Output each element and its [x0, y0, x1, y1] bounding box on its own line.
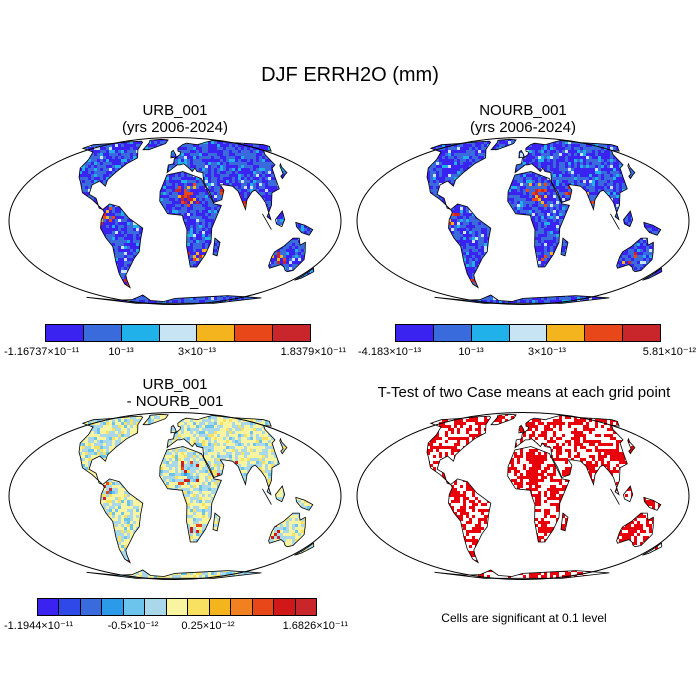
panel1-label-3: 3×10⁻¹³	[178, 345, 216, 358]
figure-title: DJF ERRH2O (mm)	[0, 64, 700, 87]
colorbar-swatch	[38, 599, 60, 615]
panel2-label-min: -4.183×10⁻¹³	[358, 345, 421, 358]
colorbar-swatch	[585, 325, 624, 341]
panel2-colorbar	[395, 324, 661, 342]
colorbar-swatch	[197, 325, 236, 341]
map-boundary	[356, 412, 690, 580]
land-field	[427, 414, 662, 579]
colorbar-swatch	[145, 599, 167, 615]
panel1-map	[8, 137, 342, 305]
colorbar-swatch	[80, 599, 103, 615]
colorbar-swatch	[547, 325, 586, 341]
panel1-colorbar	[45, 324, 311, 342]
colorbar-swatch	[433, 325, 472, 341]
panel4-map	[356, 412, 690, 580]
panel2-title-line1: NOURB_001	[358, 102, 688, 119]
colorbar-swatch	[166, 599, 189, 615]
panel3-label-min: -1.1944×10⁻¹¹	[4, 619, 73, 632]
colorbar-swatch	[209, 599, 232, 615]
map-boundary	[356, 137, 690, 305]
panel3-label-max: 1.6826×10⁻¹¹	[283, 619, 348, 632]
panel3-label-2: -0.5×10⁻¹²	[108, 619, 159, 632]
panel1-title-line2: (yrs 2006-2024)	[10, 119, 340, 136]
panel2-label-max: 5.81×10⁻¹²	[643, 345, 696, 358]
panel1-label-min: -1.16737×10⁻¹¹	[4, 345, 79, 358]
colorbar-swatch	[252, 599, 275, 615]
colorbar-swatch	[102, 599, 124, 615]
colorbar-swatch	[295, 599, 317, 615]
panel1-label-2: 10⁻¹³	[108, 345, 133, 358]
land-field	[79, 414, 314, 579]
panel3-title-line2: - NOURB_001	[10, 393, 340, 410]
panel2-title: NOURB_001 (yrs 2006-2024)	[358, 102, 688, 136]
panel1-title: URB_001 (yrs 2006-2024)	[10, 102, 340, 136]
colorbar-swatch	[274, 599, 296, 615]
panel1-label-max: 1.8379×10⁻¹¹	[281, 345, 346, 358]
map-boundary	[8, 412, 342, 580]
panel3-map	[8, 412, 342, 580]
panel2-map	[356, 137, 690, 305]
coastlines	[78, 138, 315, 304]
colorbar-swatch	[46, 325, 84, 341]
colorbar-swatch	[159, 325, 198, 341]
coastlines	[426, 413, 663, 579]
colorbar-swatch	[121, 325, 160, 341]
land-field	[427, 139, 662, 304]
significance-note: Cells are significant at 0.1 level	[352, 611, 696, 625]
map-boundary	[8, 137, 342, 305]
panel3-title: URB_001 - NOURB_001	[10, 376, 340, 410]
panel2-title-line2: (yrs 2006-2024)	[358, 119, 688, 136]
panel4-title: T-Test of two Case means at each grid po…	[352, 384, 696, 401]
colorbar-swatch	[273, 325, 311, 341]
colorbar-swatch	[471, 325, 510, 341]
coastlines	[78, 413, 315, 579]
colorbar-swatch	[231, 599, 253, 615]
panel3-title-line1: URB_001	[10, 376, 340, 393]
colorbar-swatch	[83, 325, 122, 341]
land-field	[79, 139, 314, 304]
colorbar-swatch	[59, 599, 81, 615]
colorbar-swatch	[235, 325, 274, 341]
colorbar-swatch	[623, 325, 661, 341]
panel3-label-3: 0.25×10⁻¹²	[181, 619, 234, 632]
panel2-label-2: 10⁻¹³	[458, 345, 483, 358]
coastlines	[426, 138, 663, 304]
panel3-colorbar	[37, 598, 317, 616]
colorbar-swatch	[188, 599, 210, 615]
colorbar-swatch	[509, 325, 548, 341]
colorbar-swatch	[123, 599, 146, 615]
panel1-title-line1: URB_001	[10, 102, 340, 119]
panel2-label-3: 3×10⁻¹³	[528, 345, 566, 358]
colorbar-swatch	[396, 325, 434, 341]
